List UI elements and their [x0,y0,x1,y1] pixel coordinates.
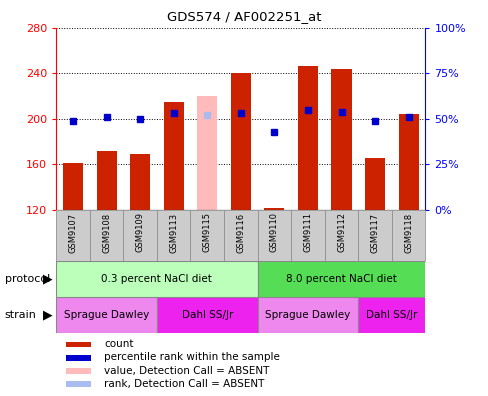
Text: GSM9110: GSM9110 [269,212,278,253]
Bar [224,210,257,261]
Bar [157,210,190,261]
Text: GSM9118: GSM9118 [403,212,412,253]
Text: ▶: ▶ [43,273,53,286]
Bar [65,355,91,360]
Text: 8.0 percent NaCl diet: 8.0 percent NaCl diet [285,274,396,284]
Bar [63,163,83,210]
Bar [257,210,290,261]
Bar [197,96,217,210]
Bar [297,67,317,210]
Text: protocol: protocol [5,274,50,284]
Text: GSM9108: GSM9108 [102,212,111,253]
Text: GSM9107: GSM9107 [68,212,78,253]
Bar [358,297,425,333]
Bar [65,368,91,374]
Bar [90,210,123,261]
Bar [290,210,324,261]
Bar [56,297,157,333]
Text: percentile rank within the sample: percentile rank within the sample [104,352,280,362]
Text: ▶: ▶ [43,308,53,321]
Bar [358,210,391,261]
Bar [230,73,250,210]
Bar [56,261,257,297]
Text: value, Detection Call = ABSENT: value, Detection Call = ABSENT [104,366,269,376]
Bar [331,69,351,210]
Text: Sprague Dawley: Sprague Dawley [265,310,350,320]
Bar [257,297,358,333]
Text: Dahl SS/Jr: Dahl SS/Jr [366,310,417,320]
Bar [264,208,284,210]
Bar [398,114,418,210]
Text: GDS574 / AF002251_at: GDS574 / AF002251_at [167,10,321,23]
Text: 0.3 percent NaCl diet: 0.3 percent NaCl diet [102,274,212,284]
Text: GSM9117: GSM9117 [370,212,379,253]
Bar [163,102,183,210]
Bar [190,210,224,261]
Bar [324,210,358,261]
Bar [96,150,117,210]
Text: GSM9111: GSM9111 [303,212,312,253]
Bar [364,158,385,210]
Text: Sprague Dawley: Sprague Dawley [64,310,149,320]
Bar [65,341,91,347]
Text: GSM9113: GSM9113 [169,212,178,253]
Bar [257,261,425,297]
Bar [391,210,425,261]
Bar [123,210,157,261]
Bar [157,297,257,333]
Bar [130,154,150,210]
Text: rank, Detection Call = ABSENT: rank, Detection Call = ABSENT [104,379,264,389]
Text: GSM9115: GSM9115 [203,212,211,253]
Text: GSM9109: GSM9109 [135,212,144,253]
Text: GSM9116: GSM9116 [236,212,245,253]
Bar [65,381,91,387]
Text: GSM9112: GSM9112 [336,212,346,253]
Bar [56,210,90,261]
Text: count: count [104,339,134,349]
Text: Dahl SS/Jr: Dahl SS/Jr [181,310,232,320]
Text: strain: strain [5,310,37,320]
